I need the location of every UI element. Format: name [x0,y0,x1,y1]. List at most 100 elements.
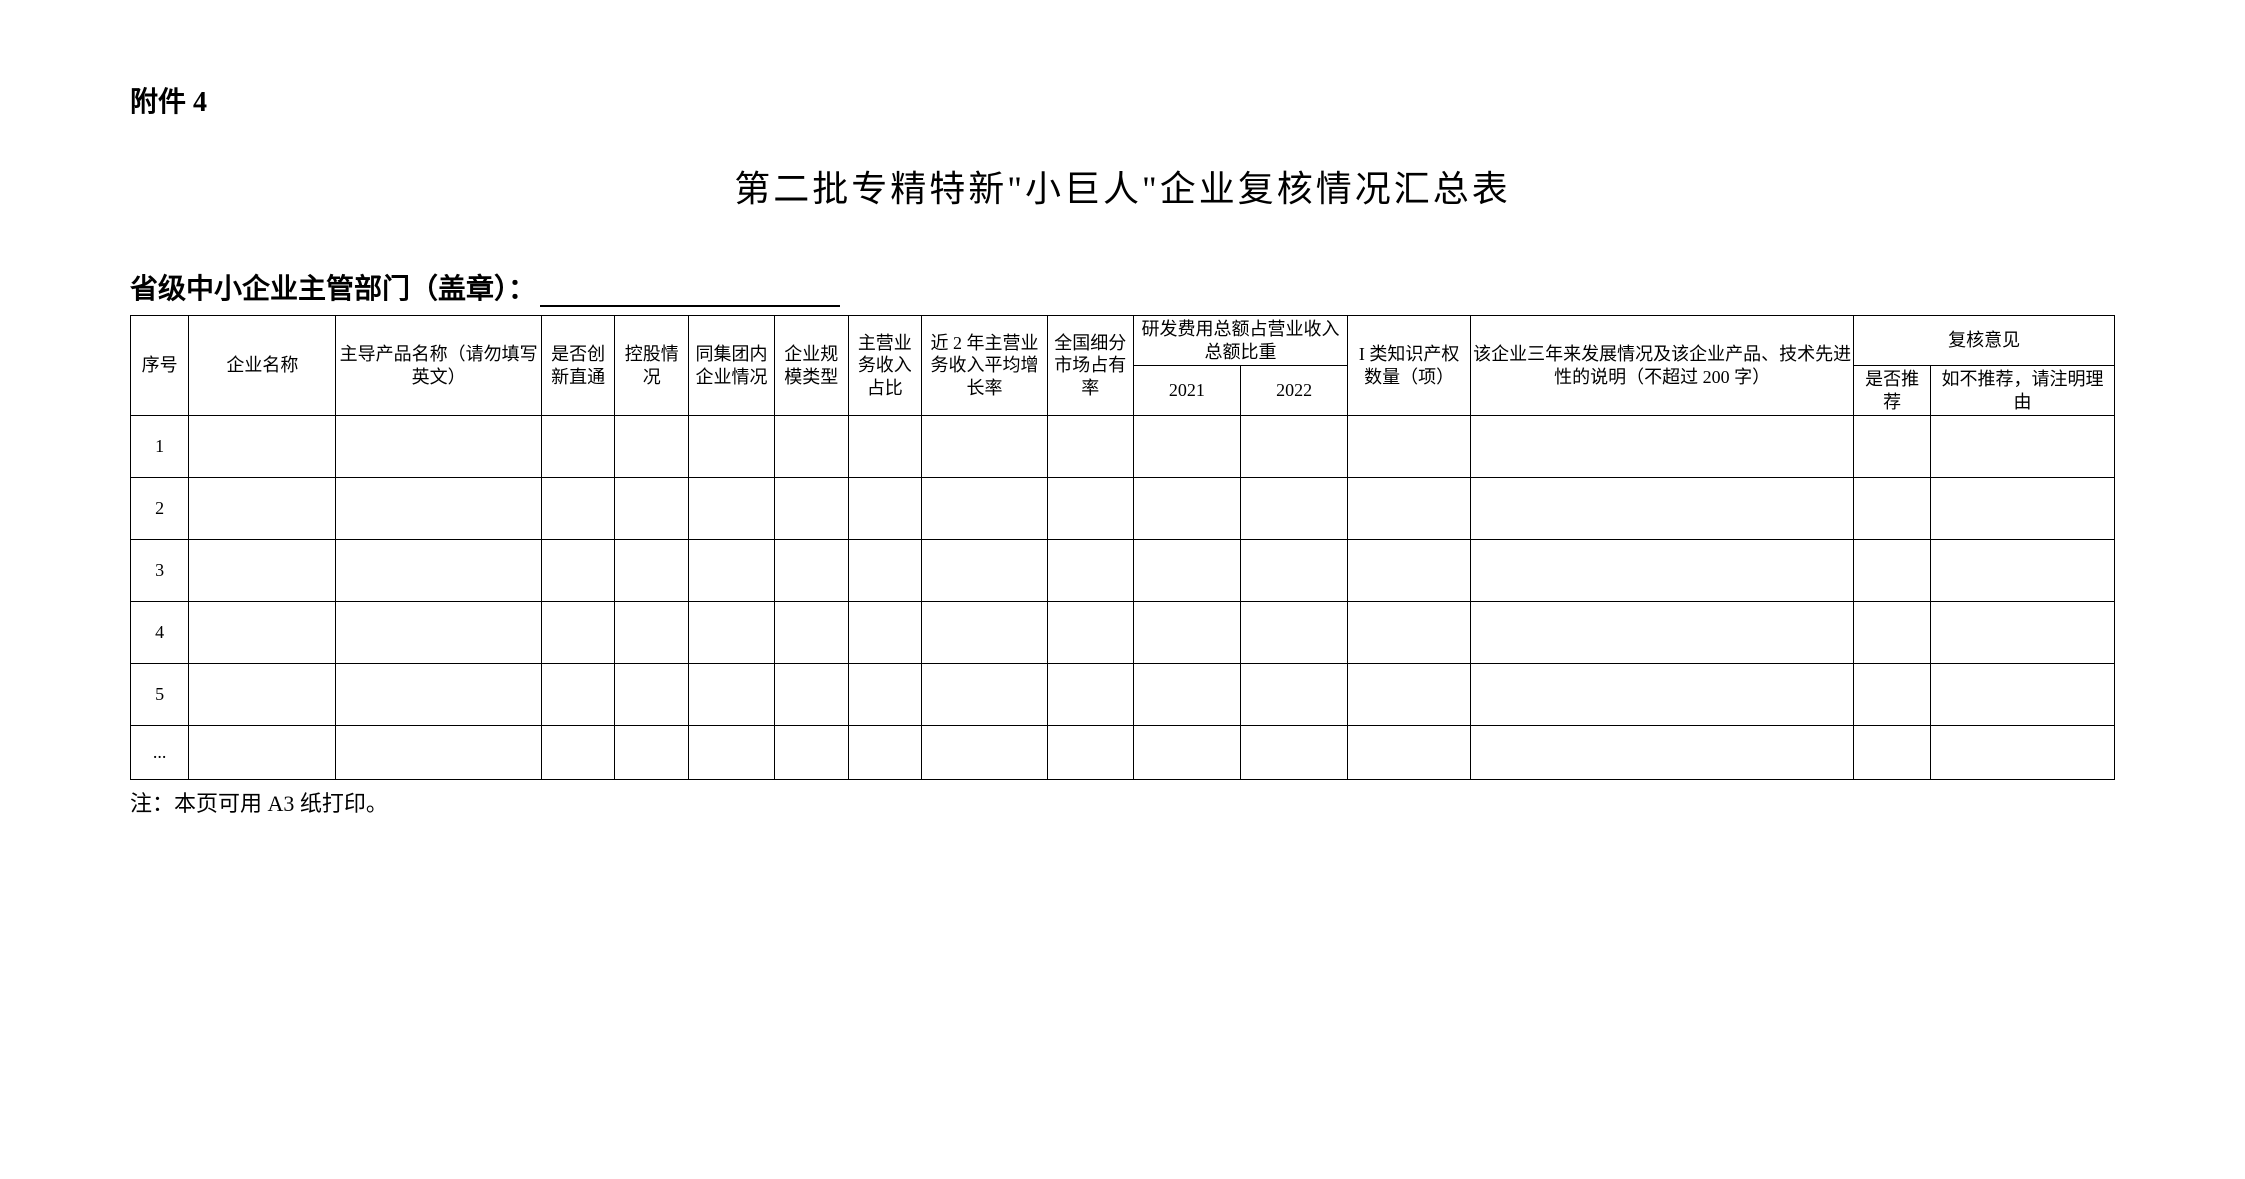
cell [615,726,689,780]
cell-seq: 2 [131,478,189,540]
cell [336,478,541,540]
cell [774,726,848,780]
cell [1854,478,1931,540]
col-review-rec: 是否推荐 [1854,366,1931,416]
cell [1854,416,1931,478]
cell [1470,726,1853,780]
cell-seq: ... [131,726,189,780]
cell [1047,726,1133,780]
table-row: 1 [131,416,2115,478]
col-rd-group: 研发费用总额占营业收入总额比重 [1133,316,1348,366]
cell [922,416,1048,478]
cell [615,416,689,478]
attachment-label: 附件 4 [130,80,2115,120]
cell [541,416,615,478]
cell [1133,664,1240,726]
cell [541,540,615,602]
col-seq: 序号 [131,316,189,416]
cell [1241,602,1348,664]
department-line: 省级中小企业主管部门（盖章）： [130,267,2115,307]
cell [1047,602,1133,664]
cell [689,478,775,540]
col-review-reason: 如不推荐，请注明理由 [1930,366,2114,416]
cell [1854,602,1931,664]
col-direct: 是否创新直通 [541,316,615,416]
footnote: 注：本页可用 A3 纸打印。 [130,786,2115,818]
header-row-1: 序号 企业名称 主导产品名称（请勿填写英文） 是否创新直通 控股情况 同集团内企… [131,316,2115,366]
cell [689,540,775,602]
col-description: 该企业三年来发展情况及该企业产品、技术先进性的说明（不超过 200 字） [1470,316,1853,416]
cell [1348,664,1471,726]
cell [1854,726,1931,780]
department-label: 省级中小企业主管部门（盖章）： [130,267,536,307]
col-company: 企业名称 [189,316,336,416]
cell [1348,540,1471,602]
cell [189,478,336,540]
cell-seq: 4 [131,602,189,664]
cell [1133,602,1240,664]
cell [1470,602,1853,664]
cell [848,602,922,664]
cell [615,478,689,540]
cell [1854,664,1931,726]
cell [189,726,336,780]
cell [1854,540,1931,602]
summary-table: 序号 企业名称 主导产品名称（请勿填写英文） 是否创新直通 控股情况 同集团内企… [130,315,2115,780]
cell [1241,664,1348,726]
cell [689,416,775,478]
cell [922,478,1048,540]
cell [1930,478,2114,540]
cell [1348,478,1471,540]
cell [1241,478,1348,540]
table-row: ... [131,726,2115,780]
cell [1241,540,1348,602]
table-row: 4 [131,602,2115,664]
cell [1930,540,2114,602]
cell [615,540,689,602]
cell [336,540,541,602]
cell [922,664,1048,726]
cell [1930,664,2114,726]
cell [1241,416,1348,478]
cell [189,540,336,602]
cell [1348,416,1471,478]
table-row: 5 [131,664,2115,726]
page-title: 第二批专精特新"小巨人"企业复核情况汇总表 [130,160,2115,212]
col-ip: I 类知识产权数量（项） [1348,316,1471,416]
col-growth: 近 2 年主营业务收入平均增长率 [922,316,1048,416]
cell [1047,664,1133,726]
cell-seq: 3 [131,540,189,602]
cell [848,664,922,726]
cell [1047,416,1133,478]
cell [1047,478,1133,540]
cell [848,540,922,602]
cell [848,416,922,478]
col-market-share: 全国细分市场占有率 [1047,316,1133,416]
cell [336,726,541,780]
cell [1133,726,1240,780]
col-rd-2022: 2022 [1241,366,1348,416]
cell [774,664,848,726]
cell [1930,416,2114,478]
col-group: 同集团内企业情况 [689,316,775,416]
cell [189,416,336,478]
cell [922,602,1048,664]
col-main-ratio: 主营业务收入占比 [848,316,922,416]
col-product: 主导产品名称（请勿填写英文） [336,316,541,416]
cell [1470,416,1853,478]
cell [1133,478,1240,540]
cell-seq: 5 [131,664,189,726]
cell [922,726,1048,780]
cell-seq: 1 [131,416,189,478]
department-underline [540,279,840,307]
cell [541,664,615,726]
cell [189,602,336,664]
cell [922,540,1048,602]
cell [1241,726,1348,780]
col-review-group: 复核意见 [1854,316,2115,366]
cell [1470,664,1853,726]
cell [689,664,775,726]
cell [774,602,848,664]
cell [336,602,541,664]
cell [1047,540,1133,602]
